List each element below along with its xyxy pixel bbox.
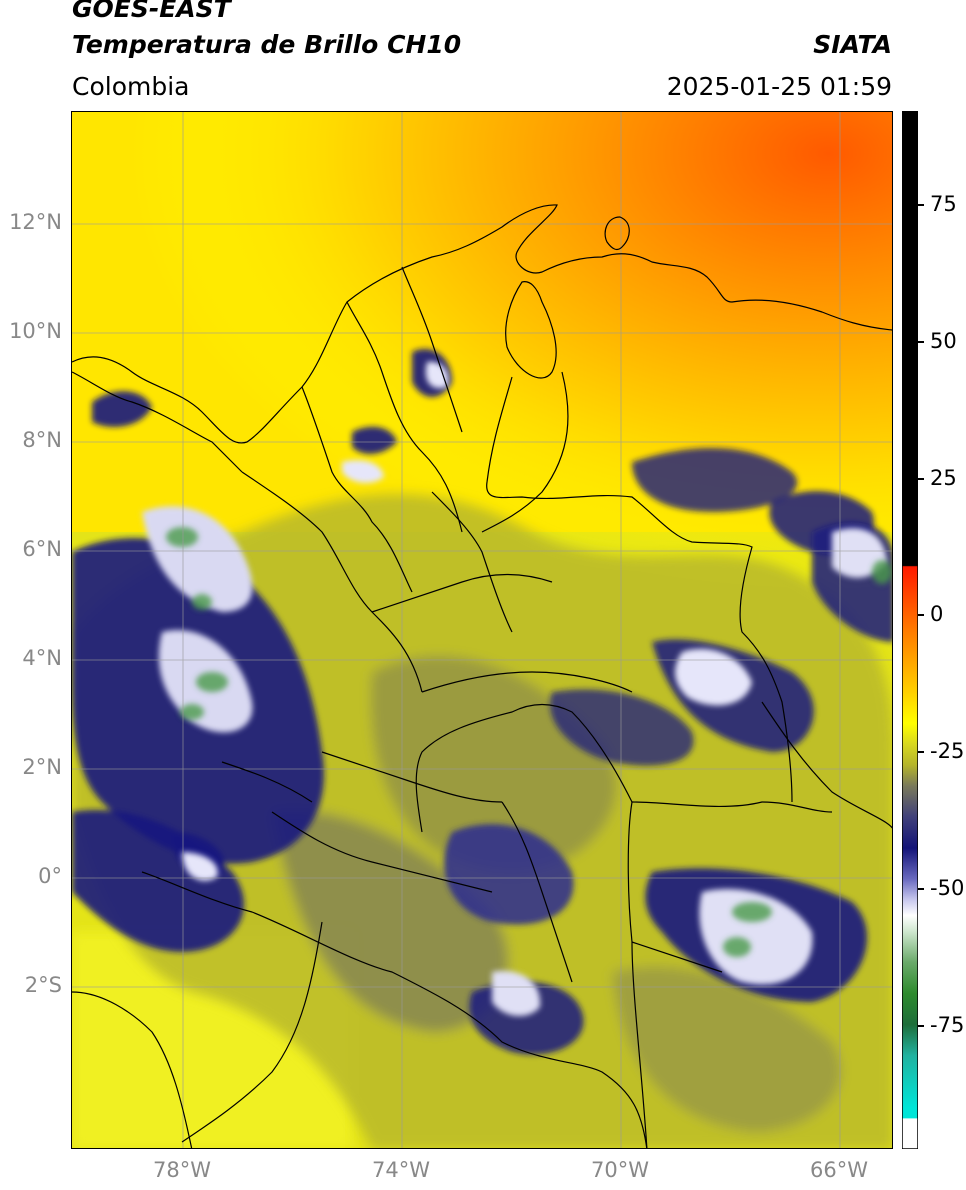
lon-label-74W: 74°W: [372, 1158, 430, 1182]
colorbar-mark-75: [918, 204, 924, 206]
lon-label-78W: 78°W: [153, 1158, 211, 1182]
colorbar-tick-neg25: -25: [930, 739, 965, 763]
map-panel[interactable]: [71, 111, 893, 1149]
colorbar-mark-neg75: [918, 1025, 924, 1027]
colorbar-tick-25: 25: [930, 466, 957, 490]
datetime-label: 2025-01-25 01:59: [666, 72, 892, 101]
cloud-layer-cold-tops: [142, 361, 887, 1017]
lat-label-10N: 10°N: [9, 319, 62, 343]
lat-label-4N: 4°N: [22, 646, 62, 670]
colorbar-mark-neg25: [918, 751, 924, 753]
title-product: Temperatura de Brillo CH10: [72, 30, 462, 59]
title-satellite: GOES-EAST: [72, 0, 231, 23]
lat-label-6N: 6°N: [22, 537, 62, 561]
lat-label-0: 0°: [38, 864, 62, 888]
country-borders: [72, 204, 892, 1148]
lat-label-2S: 2°S: [24, 973, 62, 997]
lat-label-12N: 12°N: [9, 210, 62, 234]
colorbar-tick-neg50: -50: [930, 876, 965, 900]
map-canvas: [72, 112, 892, 1148]
colorbar-mark-50: [918, 341, 924, 343]
colorbar-tick-0: 0: [930, 602, 944, 626]
title-organization: SIATA: [813, 30, 892, 59]
colorbar-mark-0: [918, 614, 924, 616]
colorbar-mark-neg50: [918, 888, 924, 890]
region-label: Colombia: [72, 72, 190, 101]
cloud-layer-green: [166, 527, 892, 957]
colorbar-tick-50: 50: [930, 329, 957, 353]
lon-label-66W: 66°W: [810, 1158, 868, 1182]
colorbar: [902, 111, 918, 1149]
colorbar-mark-25: [918, 478, 924, 480]
lon-label-70W: 70°W: [591, 1158, 649, 1182]
colorbar-tick-75: 75: [930, 192, 957, 216]
lat-label-2N: 2°N: [22, 755, 62, 779]
graticule: [72, 112, 892, 1148]
lat-label-8N: 8°N: [22, 428, 62, 452]
colorbar-tick-neg75: -75: [930, 1013, 965, 1037]
